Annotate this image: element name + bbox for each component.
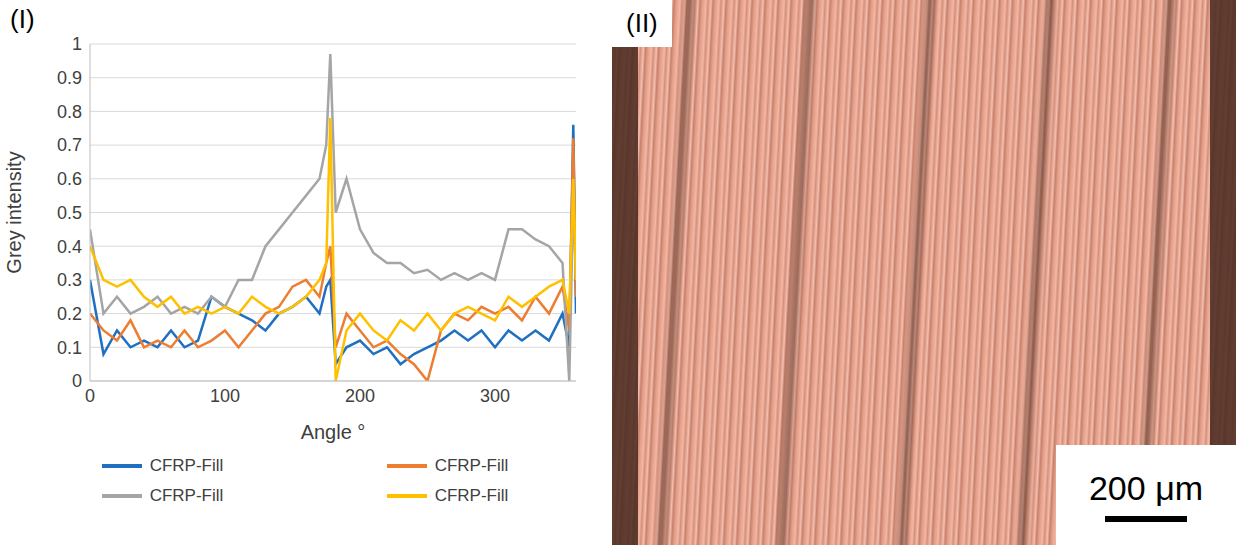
svg-text:0.3: 0.3 <box>57 270 82 290</box>
svg-text:1: 1 <box>72 34 82 54</box>
html-text:(I): (I) <box>10 4 35 34</box>
svg-text:0: 0 <box>85 386 95 406</box>
svg-text:0.1: 0.1 <box>57 338 82 358</box>
svg-text:300: 300 <box>480 386 510 406</box>
svg-text:0.2: 0.2 <box>57 304 82 324</box>
svg-text:0.4: 0.4 <box>57 237 82 257</box>
svg-text:Angle °: Angle ° <box>301 421 366 443</box>
svg-text:200: 200 <box>345 386 375 406</box>
html-text:CFRP-Fill: CFRP-Fill <box>434 456 509 475</box>
html-text:CFRP-Fill: CFRP-Fill <box>149 486 224 505</box>
svg-text:0.7: 0.7 <box>57 135 82 155</box>
svg-text:0.6: 0.6 <box>57 169 82 189</box>
svg-text:100: 100 <box>210 386 240 406</box>
svg-text:0.8: 0.8 <box>57 102 82 122</box>
svg-text:0.5: 0.5 <box>57 203 82 223</box>
html-text:CFRP-Fill: CFRP-Fill <box>149 456 224 475</box>
html-text:200 μm: 200 μm <box>1089 468 1203 507</box>
svg-text:0: 0 <box>72 371 82 391</box>
html-text:(II): (II) <box>626 8 658 38</box>
svg-text:Grey intensity: Grey intensity <box>3 151 25 273</box>
svg-text:0.9: 0.9 <box>57 68 82 88</box>
html-text:CFRP-Fill: CFRP-Fill <box>434 486 509 505</box>
